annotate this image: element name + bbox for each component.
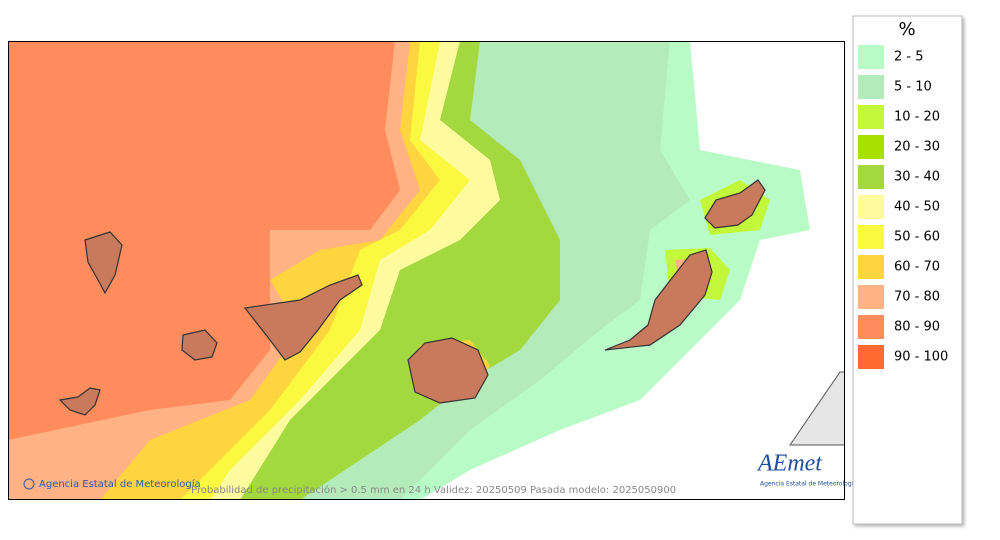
legend-label: 60 - 70: [894, 260, 940, 275]
legend-label: 90 - 100: [894, 350, 948, 365]
legend-swatch: [858, 135, 884, 159]
legend-swatch: [858, 315, 884, 339]
legend-label: 50 - 60: [894, 230, 940, 245]
map: [8, 41, 845, 500]
map-frame: [8, 41, 845, 500]
legend-swatch: [858, 105, 884, 129]
legend-label: 70 - 80: [894, 290, 940, 305]
island: [604, 249, 713, 351]
legend-swatch: [858, 345, 884, 369]
legend-swatch: [858, 285, 884, 309]
legend-title: %: [898, 19, 915, 40]
legend-label: 40 - 50: [894, 200, 940, 215]
legend-swatch: [858, 255, 884, 279]
islands: [58, 179, 766, 416]
legend-label: 5 - 10: [894, 80, 932, 95]
caption: Probabilidad de precipitación > 0.5 mm e…: [191, 484, 676, 496]
island: [407, 337, 489, 404]
logo: AEmet: [756, 451, 823, 477]
legend-swatch: [858, 45, 884, 69]
legend-label: 10 - 20: [894, 110, 940, 125]
island: [704, 179, 766, 229]
legend: 2 - 5 5 - 10 10 - 20 20 - 30 30 - 40 40 - 50 5…: [858, 45, 948, 369]
island: [84, 231, 123, 295]
legend-swatch: [858, 165, 884, 189]
logo-subtitle: Agencia Estatal de Meteorología: [760, 481, 857, 488]
legend-swatch: [858, 75, 884, 99]
legend-label: 80 - 90: [894, 320, 940, 335]
legend-label: 30 - 40: [894, 170, 940, 185]
legend-label: 20 - 30: [894, 140, 940, 155]
island: [243, 274, 363, 361]
legend-label: 2 - 5: [894, 50, 924, 65]
legend-swatch: [858, 225, 884, 249]
island: [181, 329, 218, 361]
legend-box: [852, 15, 963, 525]
island: [58, 387, 101, 416]
legend-swatch: [858, 195, 884, 219]
zone: [8, 41, 400, 440]
copyright-icon: [23, 478, 35, 490]
coast: [789, 371, 845, 446]
credit: Agencia Estatal de Meteorología: [39, 478, 201, 490]
